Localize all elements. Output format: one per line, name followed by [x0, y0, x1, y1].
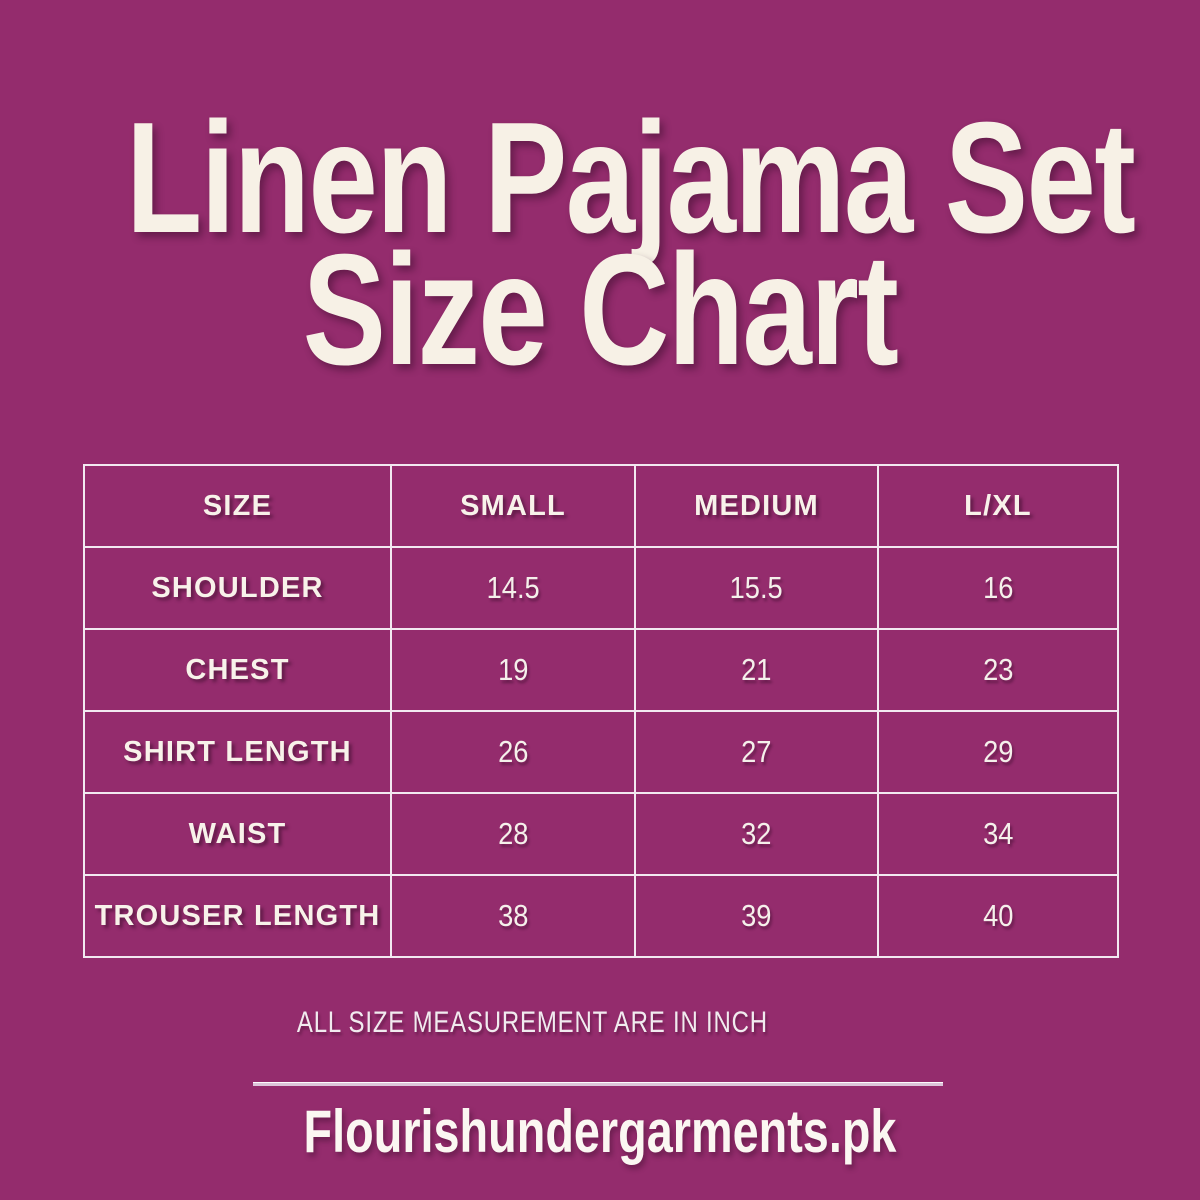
column-header-size: SIZE: [83, 464, 392, 548]
cell-trouser-length-small: 38: [390, 874, 636, 958]
table-row-trouser-length: TROUSER LENGTH 38 39 40: [83, 874, 1119, 958]
cell-shoulder-small: 14.5: [390, 546, 636, 630]
cell-value: 32: [741, 816, 772, 851]
measurement-note: ALL SIZE MEASUREMENT ARE IN INCH: [0, 1008, 1064, 1038]
row-label-shirt-length: SHIRT LENGTH: [83, 710, 392, 794]
table-header-row: SIZE SMALL MEDIUM L/XL: [83, 464, 1119, 548]
column-header-small: SMALL: [390, 464, 636, 548]
cell-shoulder-medium: 15.5: [634, 546, 879, 630]
cell-value: 34: [982, 816, 1014, 851]
table-row-chest: CHEST 19 21 23: [83, 628, 1119, 712]
size-chart-table: SIZE SMALL MEDIUM L/XL SHOULDER 14.5 15.5 16 CH…: [83, 464, 1119, 958]
cell-value: 15.5: [729, 570, 784, 605]
cell-value: 14.5: [486, 570, 540, 605]
row-label-waist: WAIST: [83, 792, 392, 876]
cell-waist-l-xl: 34: [877, 792, 1119, 876]
cell-value: 40: [982, 898, 1014, 933]
cell-chest-medium: 21: [634, 628, 879, 712]
cell-value: 23: [982, 652, 1014, 687]
row-label-trouser-length: TROUSER LENGTH: [83, 874, 392, 958]
cell-waist-medium: 32: [634, 792, 879, 876]
table-row-shoulder: SHOULDER 14.5 15.5 16: [83, 546, 1119, 630]
table-row-waist: WAIST 28 32 34: [83, 792, 1119, 876]
title-line-2: Size Chart: [302, 222, 899, 398]
cell-value: 16: [982, 570, 1014, 605]
cell-value: 28: [497, 816, 529, 851]
cell-shirt-length-l-xl: 29: [877, 710, 1119, 794]
column-header-medium: MEDIUM: [634, 464, 879, 548]
cell-chest-small: 19: [390, 628, 636, 712]
cell-shirt-length-small: 26: [390, 710, 636, 794]
row-label-chest: CHEST: [83, 628, 392, 712]
cell-value: 27: [741, 734, 772, 769]
cell-waist-small: 28: [390, 792, 636, 876]
row-label-shoulder: SHOULDER: [83, 546, 392, 630]
divider-line: [253, 1082, 943, 1086]
cell-value: 26: [497, 734, 529, 769]
cell-chest-l-xl: 23: [877, 628, 1119, 712]
cell-shirt-length-medium: 27: [634, 710, 879, 794]
measurement-note-text: ALL SIZE MEASUREMENT ARE IN INCH: [296, 1006, 768, 1039]
cell-trouser-length-medium: 39: [634, 874, 879, 958]
cell-value: 29: [982, 734, 1014, 769]
title-line-1: Linen Pajama Set: [126, 90, 1136, 266]
cell-value: 39: [741, 898, 772, 933]
cell-value: 38: [497, 898, 529, 933]
table-row-shirt-length: SHIRT LENGTH 26 27 29: [83, 710, 1119, 794]
brand-footer: Flourishundergarments.pk: [303, 1098, 897, 1165]
column-header-l-xl: L/XL: [877, 464, 1119, 548]
table-body: SHOULDER 14.5 15.5 16 CHEST 19 21 23 SHIRT LENGT…: [83, 546, 1119, 958]
page-title: Linen Pajama Set Size Chart: [126, 90, 1136, 398]
cell-value: 19: [497, 652, 529, 687]
cell-trouser-length-l-xl: 40: [877, 874, 1119, 958]
cell-shoulder-l-xl: 16: [877, 546, 1119, 630]
cell-value: 21: [741, 652, 772, 687]
